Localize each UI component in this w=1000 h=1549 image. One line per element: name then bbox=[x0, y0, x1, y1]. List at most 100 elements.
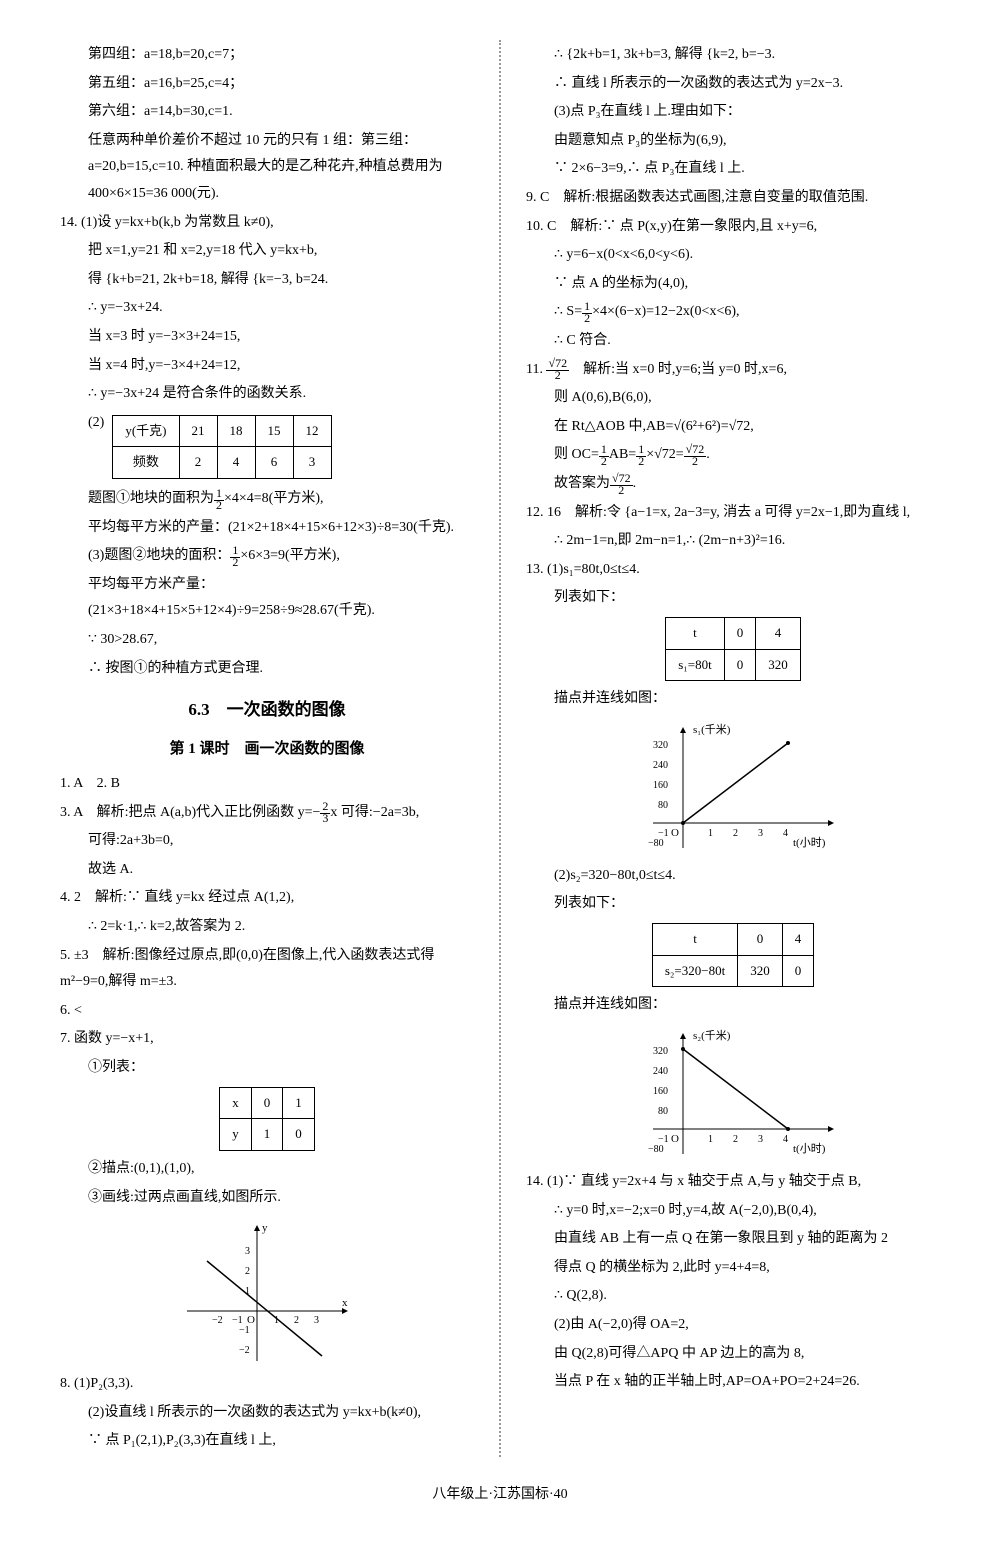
text: 描点并连线如图： bbox=[554, 686, 940, 713]
text: 12. 16 解析:令 {a−1=x, 2a−3=y, 消去 a 可得 y=2x… bbox=[526, 500, 940, 527]
section-title: 6.3 一次函数的图像 bbox=[60, 694, 474, 726]
table-1: y(千克)21181512 频数2463 bbox=[112, 415, 331, 479]
text: 6. < bbox=[60, 998, 474, 1025]
table-4: t04 s₂=320−80t3200 bbox=[652, 923, 814, 987]
svg-text:240: 240 bbox=[653, 760, 668, 771]
text: 8. (1)P₂(3,3). bbox=[60, 1371, 474, 1398]
text: 3. A 解析:把点 A(a,b)代入正比例函数 y=−23x 可得:−2a=3… bbox=[60, 800, 474, 827]
text: ∴ 2m−1=n,即 2m−n=1,∴ (2m−n+3)²=16. bbox=[554, 528, 940, 555]
svg-text:3: 3 bbox=[314, 1315, 319, 1326]
svg-text:s₂(千米): s₂(千米) bbox=[693, 1029, 731, 1042]
text: 10. C 解析:∵ 点 P(x,y)在第一象限内,且 x+y=6, bbox=[526, 214, 940, 241]
text: 5. ±3 解析:图像经过原点,即(0,0)在图像上,代入函数表达式得 m²−9… bbox=[60, 943, 474, 996]
svg-text:x: x bbox=[342, 1297, 348, 1309]
svg-text:−80: −80 bbox=[648, 1144, 664, 1155]
svg-text:320: 320 bbox=[653, 1046, 668, 1057]
text: ∴ Q(2,8). bbox=[554, 1283, 940, 1310]
text: 当 x=4 时,y=−3×4+24=12, bbox=[88, 353, 474, 380]
graph-3: O −1 1234 80160240320 −80 s₂(千米) t(小时) bbox=[623, 1024, 843, 1164]
svg-text:80: 80 bbox=[658, 1106, 668, 1117]
text: 则 A(0,6),B(6,0), bbox=[554, 385, 940, 412]
svg-text:−2: −2 bbox=[212, 1315, 223, 1326]
svg-text:80: 80 bbox=[658, 800, 668, 811]
graph-2: O −1 1234 80160240320 −80 s₁(千米) t(小时) bbox=[623, 718, 843, 858]
svg-text:t(小时): t(小时) bbox=[793, 1142, 826, 1155]
table-2: x01 y10 bbox=[219, 1087, 315, 1151]
svg-text:s₁(千米): s₁(千米) bbox=[693, 723, 731, 736]
svg-text:240: 240 bbox=[653, 1066, 668, 1077]
text: ∴ y=6−x(0<x<6,0<y<6). bbox=[554, 242, 940, 269]
text: ∴ 2=k·1,∴ k=2,故答案为 2. bbox=[88, 914, 474, 941]
text: 任意两种单价差价不超过 10 元的只有 1 组：第三组：a=20,b=15,c=… bbox=[88, 128, 474, 208]
svg-text:3: 3 bbox=[758, 1134, 763, 1145]
text: ①列表： bbox=[88, 1055, 474, 1082]
text: 故选 A. bbox=[88, 857, 474, 884]
text: 列表如下： bbox=[554, 891, 940, 918]
text: ∵ 2×6−3=9,∴ 点 P₃在直线 l 上. bbox=[554, 156, 940, 183]
table-3: t04 s₁=80t0320 bbox=[665, 617, 801, 681]
svg-text:4: 4 bbox=[783, 828, 788, 839]
text: 当点 P 在 x 轴的正半轴上时,AP=OA+PO=2+24=26. bbox=[554, 1369, 940, 1396]
subsection-title: 第 1 课时 画一次函数的图像 bbox=[60, 735, 474, 764]
text: 平均每平方米产量：(21×3+18×4+15×5+12×4)÷9=258÷9≈2… bbox=[88, 572, 474, 625]
svg-text:1: 1 bbox=[708, 828, 713, 839]
text: 14. (1)设 y=kx+b(k,b 为常数且 k≠0), bbox=[60, 210, 474, 237]
text: 由 Q(2,8)可得△APQ 中 AP 边上的高为 8, bbox=[554, 1341, 940, 1368]
text: (3)题图②地块的面积：12×6×3=9(平方米), bbox=[88, 543, 474, 570]
text: ③画线:过两点画直线,如图所示. bbox=[88, 1185, 474, 1212]
svg-text:y: y bbox=[262, 1222, 268, 1234]
text: 在 Rt△AOB 中,AB=√(6²+6²)=√72, bbox=[554, 414, 940, 441]
right-column: ∴ {2k+b=1, 3k+b=3, 解得 {k=2, b=−3. ∴ 直线 l… bbox=[526, 40, 940, 1457]
svg-text:t(小时): t(小时) bbox=[793, 836, 826, 849]
svg-text:−2: −2 bbox=[239, 1345, 250, 1356]
text: ②描点:(0,1),(1,0), bbox=[88, 1156, 474, 1183]
svg-text:3: 3 bbox=[758, 828, 763, 839]
text: 11. √722 解析:当 x=0 时,y=6;当 y=0 时,x=6, bbox=[526, 357, 940, 384]
text: 第五组：a=16,b=25,c=4； bbox=[88, 71, 474, 98]
text: 题图①地块的面积为12×4×4=8(平方米), bbox=[88, 486, 474, 513]
q2-row: (2) y(千克)21181512 频数2463 bbox=[60, 410, 474, 484]
svg-text:2: 2 bbox=[733, 828, 738, 839]
text: ∴ y=0 时,x=−2;x=0 时,y=4,故 A(−2,0),B(0,4), bbox=[554, 1198, 940, 1225]
svg-text:−1: −1 bbox=[239, 1325, 250, 1336]
svg-text:2: 2 bbox=[294, 1315, 299, 1326]
text: 当 x=3 时 y=−3×3+24=15, bbox=[88, 324, 474, 351]
text: 9. C 解析:根据函数表达式画图,注意自变量的取值范围. bbox=[526, 185, 940, 212]
text: (2)设直线 l 所表示的一次函数的表达式为 y=kx+b(k≠0), bbox=[88, 1400, 474, 1427]
svg-text:O: O bbox=[671, 1133, 679, 1145]
text: 把 x=1,y=21 和 x=2,y=18 代入 y=kx+b, bbox=[88, 238, 474, 265]
text: 1. A 2. B bbox=[60, 771, 474, 798]
text: 平均每平方米的产量：(21×2+18×4+15×6+12×3)÷8=30(千克)… bbox=[88, 515, 474, 542]
svg-text:−80: −80 bbox=[648, 838, 664, 849]
svg-text:1: 1 bbox=[708, 1134, 713, 1145]
svg-text:2: 2 bbox=[733, 1134, 738, 1145]
svg-text:O: O bbox=[671, 827, 679, 839]
text: 描点并连线如图： bbox=[554, 992, 940, 1019]
svg-text:3: 3 bbox=[245, 1246, 250, 1257]
text: 由直线 AB 上有一点 Q 在第一象限且到 y 轴的距离为 2 bbox=[554, 1226, 940, 1253]
graph-1: xy O −2−1 123 123 −1−2 bbox=[177, 1216, 357, 1366]
text: ∴ {2k+b=1, 3k+b=3, 解得 {k=2, b=−3. bbox=[554, 42, 940, 69]
svg-text:160: 160 bbox=[653, 780, 668, 791]
text: ∴ S=12×4×(6−x)=12−2x(0<x<6), bbox=[554, 299, 940, 326]
text: ∴ 直线 l 所表示的一次函数的表达式为 y=2x−3. bbox=[554, 71, 940, 98]
svg-text:2: 2 bbox=[245, 1266, 250, 1277]
text: (3)点 P₃在直线 l 上.理由如下： bbox=[554, 99, 940, 126]
text: ∴ 按图①的种植方式更合理. bbox=[88, 656, 474, 683]
text: 第四组：a=18,b=20,c=7； bbox=[88, 42, 474, 69]
text: ∴ y=−3x+24. bbox=[88, 295, 474, 322]
text: 故答案为√722. bbox=[554, 471, 940, 498]
text: 由题意知点 P₃的坐标为(6,9), bbox=[554, 128, 940, 155]
text: 列表如下： bbox=[554, 585, 940, 612]
text: 得点 Q 的横坐标为 2,此时 y=4+4=8, bbox=[554, 1255, 940, 1282]
svg-text:160: 160 bbox=[653, 1086, 668, 1097]
text: 则 OC=12AB=12×√72=√722. bbox=[554, 442, 940, 469]
svg-text:4: 4 bbox=[783, 1134, 788, 1145]
text: 可得:2a+3b=0, bbox=[88, 828, 474, 855]
text: ∵ 点 A 的坐标为(4,0), bbox=[554, 271, 940, 298]
text: (2)s₂=320−80t,0≤t≤4. bbox=[554, 863, 940, 890]
text: 4. 2 解析:∵ 直线 y=kx 经过点 A(1,2), bbox=[60, 885, 474, 912]
text: 得 {k+b=21, 2k+b=18, 解得 {k=−3, b=24. bbox=[88, 267, 474, 294]
text: 7. 函数 y=−x+1, bbox=[60, 1026, 474, 1053]
text: ∴ C 符合. bbox=[554, 328, 940, 355]
